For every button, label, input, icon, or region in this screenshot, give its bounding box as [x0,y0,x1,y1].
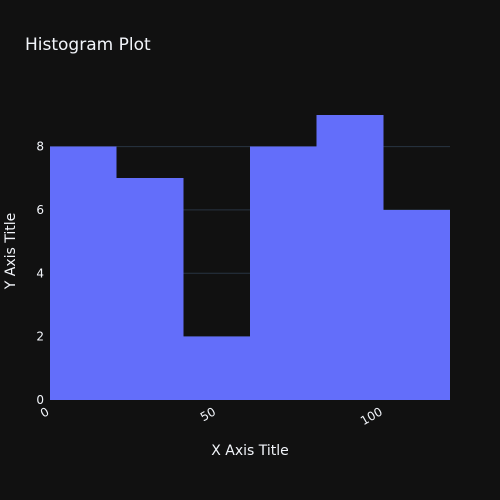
histogram-bar [250,147,317,400]
histogram-bar [183,337,250,400]
y-tick-label: 8 [36,140,44,154]
histogram-bar [317,115,384,400]
y-tick-label: 4 [36,266,44,280]
y-tick-label: 0 [36,393,44,407]
chart-title: Histogram Plot [25,35,151,55]
histogram-bar [117,178,184,400]
y-tick-label: 2 [36,330,44,344]
histogram-bar [383,210,450,400]
y-tick-label: 6 [36,203,44,217]
y-axis-title: Y Axis Title [3,213,19,291]
x-axis-title: X Axis Title [211,443,289,459]
histogram-bar [50,147,117,400]
